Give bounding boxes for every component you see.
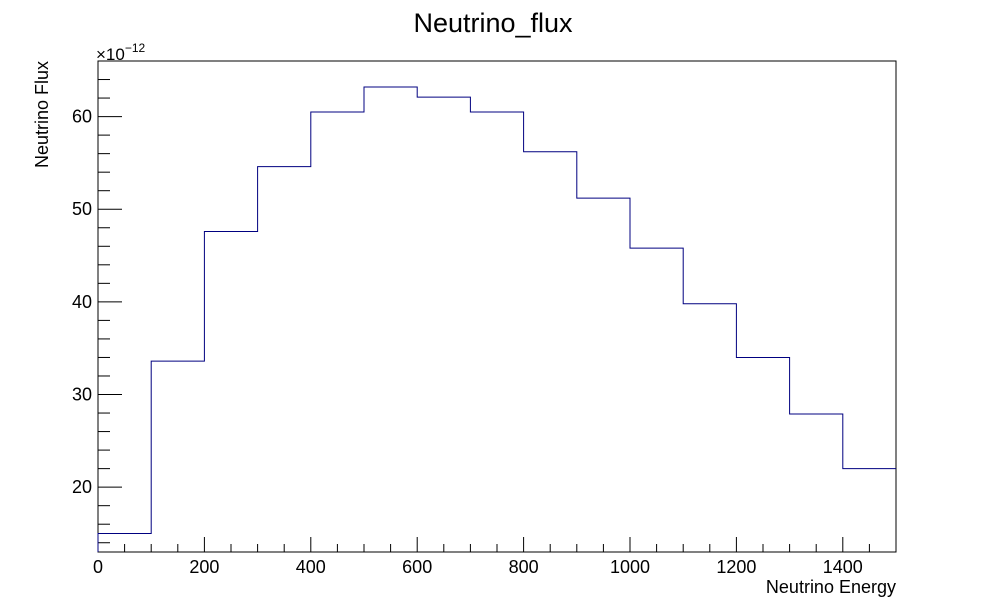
histogram-bin: [417, 97, 470, 552]
chart-title: Neutrino_flux: [413, 8, 573, 38]
y-axis-ticks: 20 30 40 50 60: [72, 60, 122, 544]
x-tick-label: 1000: [610, 557, 650, 577]
histogram-bin: [843, 469, 896, 552]
x-tick-label: 1400: [823, 557, 863, 577]
x-tick-label: 1200: [716, 557, 756, 577]
y-tick-label: 40: [72, 292, 92, 312]
x-tick-label: 400: [296, 557, 326, 577]
histogram-bin: [311, 112, 364, 552]
y-axis-multiplier: ×10−12: [96, 41, 146, 64]
y-axis-multiplier-base: ×10: [96, 45, 125, 64]
plot-frame: [97, 60, 897, 553]
histogram-bin: [683, 304, 736, 552]
x-axis-ticks: 0 200 400 600 800 1000 1200 1400: [93, 537, 897, 577]
histogram-bin: [524, 152, 577, 552]
x-axis-label: Neutrino Energy: [766, 577, 896, 597]
y-tick-label: 50: [72, 199, 92, 219]
x-tick-label: 600: [402, 557, 432, 577]
x-tick-label: 200: [189, 557, 219, 577]
x-tick-label: 800: [509, 557, 539, 577]
histogram-bin: [470, 112, 523, 552]
histogram-bin: [364, 87, 417, 552]
histogram-bins: [97, 86, 896, 552]
histogram-bin: [151, 361, 204, 552]
y-tick-label: 30: [72, 385, 92, 405]
x-tick-label: 0: [93, 557, 103, 577]
y-axis-label: Neutrino Flux: [32, 61, 52, 168]
histogram-step-line: [97, 86, 896, 552]
histogram-bin: [577, 198, 630, 552]
histogram-bin: [630, 248, 683, 552]
histogram-bin: [258, 167, 311, 552]
y-axis-multiplier-exponent: −12: [125, 41, 146, 55]
y-tick-label: 60: [72, 107, 92, 127]
y-tick-label: 20: [72, 477, 92, 497]
histogram-bin: [736, 357, 789, 552]
histogram-bin: [204, 231, 257, 552]
histogram-bin: [790, 414, 843, 552]
